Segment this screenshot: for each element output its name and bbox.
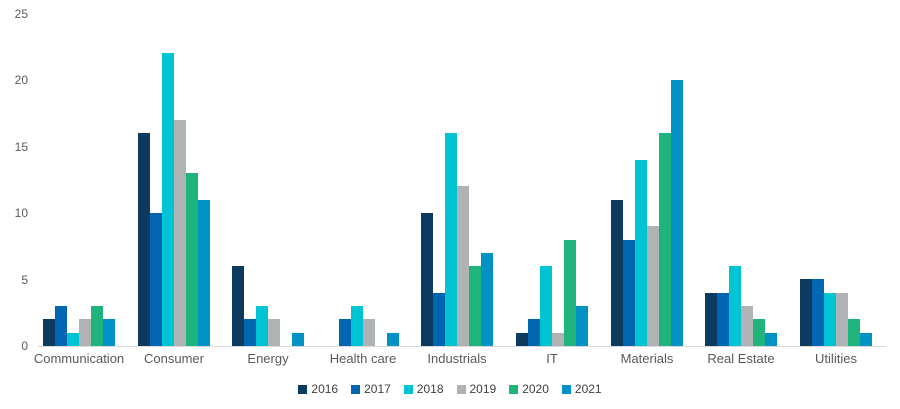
bar-2017-it <box>528 319 540 346</box>
bar-2016-industrials <box>421 213 433 346</box>
bar-2020-communication <box>91 306 103 346</box>
bar-2021-it <box>576 306 588 346</box>
legend-item-2020: 2020 <box>509 383 549 395</box>
bar-2019-health-care <box>363 319 375 346</box>
bar-2020-utilities <box>848 319 860 346</box>
bar-2017-consumer <box>150 213 162 346</box>
bar-2017-utilities <box>812 279 824 346</box>
bar-2018-it <box>540 266 552 346</box>
bar-2020-real-estate <box>753 319 765 346</box>
legend-label: 2020 <box>522 382 549 396</box>
x-axis-label: Health care <box>329 351 397 366</box>
x-axis-label: Consumer <box>144 351 204 366</box>
legend-item-2021: 2021 <box>561 382 602 396</box>
bar-2020-consumer <box>186 173 198 346</box>
bar-2018-materials <box>635 160 647 346</box>
x-axis-label: Industrials <box>427 351 487 366</box>
legend-swatch-2021 <box>561 384 571 394</box>
legend-label: 2016 <box>311 382 339 396</box>
bar-2019-real-estate <box>741 306 753 346</box>
bar-2018-industrials <box>445 133 457 346</box>
bar-2017-communication <box>55 306 67 346</box>
bar-2018-consumer <box>162 53 174 346</box>
x-axis-baseline <box>38 346 886 347</box>
y-axis-tick-label: 10 <box>14 206 28 220</box>
bar-2016-communication <box>43 319 55 346</box>
bar-2021-consumer <box>198 200 210 346</box>
legend-swatch-2019 <box>456 384 466 394</box>
x-axis-label: Materials <box>620 351 674 366</box>
bar-2017-materials <box>623 240 635 346</box>
legend-item-2017: 2017 <box>351 383 391 395</box>
y-axis-tick-label: 15 <box>14 139 28 154</box>
y-axis-tick-label: 25 <box>14 6 28 21</box>
bar-2017-energy <box>244 319 256 346</box>
bar-2019-industrials <box>457 186 469 346</box>
bar-2021-communication <box>103 319 115 346</box>
legend-item-2016: 2016 <box>298 383 338 395</box>
bar-2018-communication <box>67 333 79 346</box>
legend-swatch-2016 <box>298 384 308 394</box>
bar-2018-health-care <box>351 306 363 346</box>
bar-2019-energy <box>268 319 280 346</box>
bar-2016-real-estate <box>705 293 717 346</box>
bar-2020-it <box>564 240 576 346</box>
legend-item-2019: 2019 <box>456 382 497 396</box>
legend-label: 2021 <box>574 382 602 396</box>
x-axis-label: IT <box>546 351 558 366</box>
bar-2020-materials <box>659 133 671 346</box>
legend-swatch-2017 <box>351 384 361 394</box>
bar-2021-energy <box>292 333 304 346</box>
legend-item-2018: 2018 <box>403 382 444 396</box>
y-axis-tick-label: 20 <box>14 73 28 87</box>
legend: 2016 2017 2018 2019 2020 2021 <box>0 383 900 395</box>
legend-label: 2018 <box>416 382 444 396</box>
bar-2017-real-estate <box>717 293 729 346</box>
bar-2016-consumer <box>138 133 150 346</box>
legend-label: 2017 <box>364 382 391 396</box>
bar-2021-materials <box>671 80 683 346</box>
bar-2019-communication <box>79 319 91 346</box>
y-axis-tick-label: 0 <box>21 339 28 353</box>
bar-2017-health-care <box>339 319 351 346</box>
bar-2020-industrials <box>469 266 481 346</box>
legend-swatch-2018 <box>403 384 413 394</box>
bar-2019-it <box>552 333 564 346</box>
y-axis-tick-label: 5 <box>21 272 28 287</box>
bar-2018-real-estate <box>729 266 741 346</box>
bar-2016-materials <box>611 200 623 346</box>
bar-2021-industrials <box>481 253 493 346</box>
bar-2019-consumer <box>174 120 186 346</box>
bar-2017-industrials <box>433 293 445 346</box>
x-axis-label: Communication <box>33 351 125 366</box>
legend-label: 2019 <box>469 382 497 396</box>
bar-2016-utilities <box>800 279 812 346</box>
x-axis-label: Real Estate <box>707 351 775 366</box>
x-axis-label: Energy <box>247 351 289 366</box>
bar-2018-energy <box>256 306 268 346</box>
bar-2019-utilities <box>836 293 848 346</box>
bar-2016-energy <box>232 266 244 346</box>
bar-2021-health-care <box>387 333 399 346</box>
bar-2018-utilities <box>824 293 836 346</box>
bar-2021-real-estate <box>765 333 777 346</box>
x-axis-label: Utilities <box>815 351 857 366</box>
legend-swatch-2020 <box>509 384 519 394</box>
bar-2019-materials <box>647 226 659 346</box>
bar-2016-it <box>516 333 528 346</box>
bar-2021-utilities <box>860 333 872 346</box>
